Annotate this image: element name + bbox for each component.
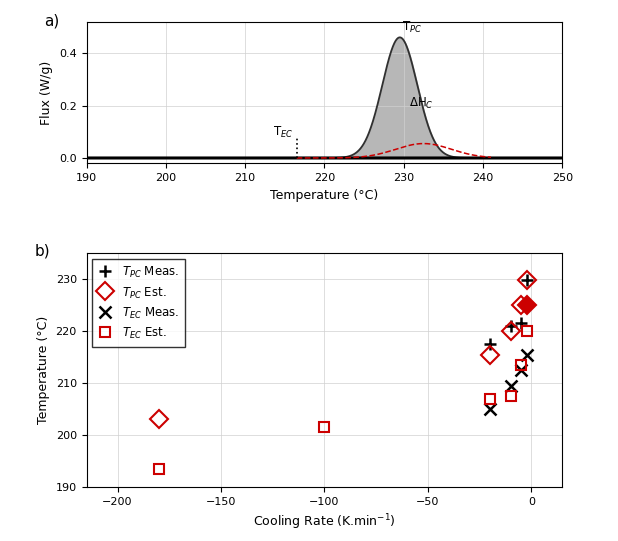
$T_{EC}$ Est. bbox=[155, 465, 163, 472]
$T_{PC}$ Est. bbox=[155, 416, 163, 423]
$T_{PC}$ Est. bbox=[523, 277, 531, 283]
$T_{EC}$ Est. bbox=[321, 424, 328, 431]
$T_{PC}$ Est. bbox=[517, 302, 525, 308]
Line: $T_{EC}$ Meas.: $T_{EC}$ Meas. bbox=[485, 349, 533, 414]
Text: b): b) bbox=[34, 244, 50, 259]
$T_{PC}$ Meas. bbox=[507, 323, 514, 329]
$T_{PC}$ Est. bbox=[486, 351, 494, 358]
Text: T$_{PC}$: T$_{PC}$ bbox=[402, 19, 422, 35]
$T_{EC}$ Est. bbox=[507, 393, 514, 399]
$T_{PC}$ Meas. bbox=[486, 341, 494, 347]
Line: $T_{PC}$ Est.: $T_{PC}$ Est. bbox=[153, 274, 533, 426]
$T_{EC}$ Meas. bbox=[486, 406, 494, 412]
$T_{EC}$ Meas. bbox=[523, 351, 531, 358]
Legend: $T_{PC}$ Meas., $T_{PC}$ Est., $T_{EC}$ Meas., $T_{EC}$ Est.: $T_{PC}$ Meas., $T_{PC}$ Est., $T_{EC}$ … bbox=[93, 259, 185, 347]
Y-axis label: Temperature (°C): Temperature (°C) bbox=[37, 316, 50, 424]
$T_{PC}$ Meas. bbox=[517, 320, 525, 327]
$T_{EC}$ Est. bbox=[523, 328, 531, 334]
$T_{EC}$ Meas. bbox=[507, 382, 514, 389]
Text: a): a) bbox=[44, 13, 59, 28]
Text: ΔH$_C$: ΔH$_C$ bbox=[409, 96, 434, 111]
$T_{PC}$ Est. bbox=[507, 328, 514, 334]
$T_{PC}$ Meas. bbox=[523, 277, 531, 283]
$T_{EC}$ Est. bbox=[486, 395, 494, 402]
X-axis label: Cooling Rate (K.min$^{-1}$): Cooling Rate (K.min$^{-1}$) bbox=[253, 512, 396, 532]
Line: $T_{EC}$ Est.: $T_{EC}$ Est. bbox=[154, 326, 532, 473]
X-axis label: Temperature (°C): Temperature (°C) bbox=[270, 188, 379, 201]
Text: T$_{EC}$: T$_{EC}$ bbox=[273, 124, 294, 140]
Y-axis label: Flux (W/g): Flux (W/g) bbox=[41, 60, 54, 124]
$T_{EC}$ Meas. bbox=[517, 367, 525, 373]
$T_{EC}$ Est. bbox=[517, 361, 525, 368]
Line: $T_{PC}$ Meas.: $T_{PC}$ Meas. bbox=[485, 275, 533, 349]
